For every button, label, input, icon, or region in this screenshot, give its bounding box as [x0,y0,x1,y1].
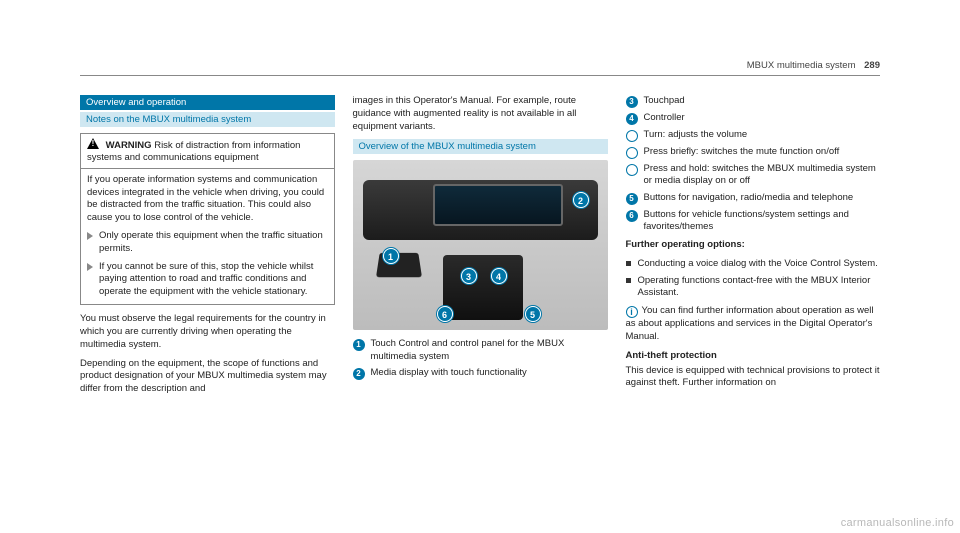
header-rule [80,75,880,76]
watermark: carmanualsonline.info [841,517,954,529]
warning-bullet-1: Only operate this equipment when the tra… [87,230,328,256]
callout-3: 3 [461,268,477,284]
callout-2: 2 [573,192,589,208]
legend-1-text: Touch Control and control panel for the … [371,338,608,363]
warning-bullet-1-text: Only operate this equipment when the tra… [99,230,328,256]
header-section: MBUX multimedia system [747,60,856,71]
legend-4: 4 Controller [626,112,881,125]
legend-6: 6 Buttons for vehicle functions/system s… [626,209,881,234]
legend-3: 3 Touchpad [626,95,881,108]
legend-2: 2 Media display with touch functionality [353,367,608,380]
further-options-head: Further operating options: [626,239,881,252]
media-display-shape [433,184,563,226]
warning-bullet-2-text: If you cannot be sure of this, stop the … [99,261,328,299]
further-option-1: Conducting a voice dialog with the Voice… [626,258,881,270]
section-title: Overview and operation [80,95,335,110]
legend-4-text: Controller [644,112,685,125]
legend-2-text: Media display with touch functionality [371,367,527,380]
column-3: 3 Touchpad 4 Controller Turn: adjusts th… [626,95,881,402]
warning-icon [87,138,99,149]
legend-3-text: Touchpad [644,95,685,108]
legend-5-text: Buttons for navigation, radio/media and … [644,192,854,205]
open-bullet-icon [626,147,638,159]
open-bullet-icon [626,130,638,142]
warning-bullet-2: If you cannot be sure of this, stop the … [87,261,328,299]
legend-4-detail-1-text: Turn: adjusts the volume [644,129,748,142]
legend-4-detail-1: Turn: adjusts the volume [626,129,881,142]
center-console-shape [443,255,523,320]
column-1: Overview and operation Notes on the MBUX… [80,95,335,402]
legend-6-num: 6 [626,210,638,222]
col1-para1: You must observe the legal requirements … [80,313,335,351]
warning-box: WARNING Risk of distraction from informa… [80,133,335,305]
open-bullet-icon [626,164,638,176]
legend-4-detail-3: Press and hold: switches the MBUX multim… [626,163,881,188]
callout-5: 5 [525,306,541,322]
legend-5: 5 Buttons for navigation, radio/media an… [626,192,881,205]
col1-para2: Depending on the equipment, the scope of… [80,358,335,396]
subsection-title: Notes on the MBUX multimedia system [80,112,335,127]
legend-1: 1 Touch Control and control panel for th… [353,338,608,363]
legend-4-num: 4 [626,113,638,125]
info-note: iYou can find further information about … [626,305,881,344]
antitheft-body: This device is equipped with technical p… [626,365,881,391]
column-2: images in this Operator's Manual. For ex… [353,95,608,402]
legend-3-num: 3 [626,96,638,108]
page-header: MBUX multimedia system 289 [747,60,880,71]
legend-1-num: 1 [353,339,365,351]
triangle-icon [87,232,93,240]
warning-body: If you operate information systems and c… [81,169,334,304]
callout-4: 4 [491,268,507,284]
info-note-text: You can find further information about o… [626,305,874,342]
warning-label: WARNING [106,140,152,151]
legend-4-detail-2: Press briefly: switches the mute functio… [626,146,881,159]
subsection-title-2: Overview of the MBUX multimedia system [353,139,608,154]
callout-1: 1 [383,248,399,264]
col2-top-para: images in this Operator's Manual. For ex… [353,95,608,133]
further-options-list: Conducting a voice dialog with the Voice… [626,258,881,299]
warning-body-text: If you operate information systems and c… [87,174,328,225]
warning-head: WARNING Risk of distraction from informa… [81,134,334,169]
triangle-icon [87,263,93,271]
callout-6: 6 [437,306,453,322]
further-option-2: Operating functions contact-free with th… [626,275,881,300]
mbux-diagram: 1 2 3 4 5 6 [353,160,608,330]
legend-6-text: Buttons for vehicle functions/system set… [644,209,881,234]
legend-5-num: 5 [626,193,638,205]
legend-2-num: 2 [353,368,365,380]
legend-4-detail-2-text: Press briefly: switches the mute functio… [644,146,840,159]
legend-4-detail-3-text: Press and hold: switches the MBUX multim… [644,163,881,188]
antitheft-head: Anti-theft protection [626,350,881,363]
page-number: 289 [864,60,880,71]
info-icon: i [626,306,638,318]
